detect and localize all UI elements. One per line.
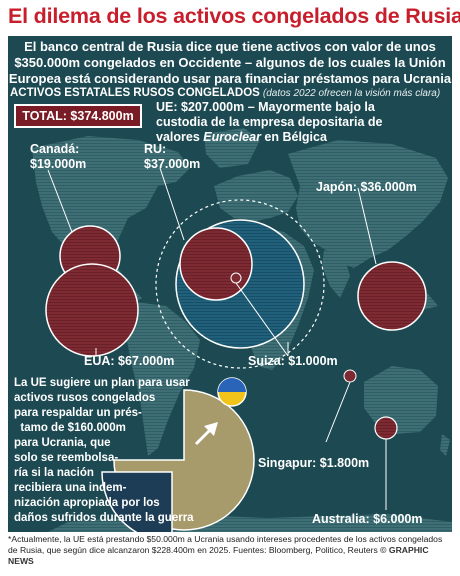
ukraine-flag-icon: [217, 377, 247, 407]
arrow-icon: [194, 422, 218, 446]
footer-note: *Actualmente, la UE está prestando $50.0…: [8, 534, 443, 555]
canada-label-2: $19.000m: [30, 157, 87, 171]
australia-bubble: [374, 416, 398, 440]
singapore-label: Singapur: $1.800m: [258, 456, 370, 470]
canada-label-1: Canadá:: [30, 142, 80, 156]
footer: *Actualmente, la UE está prestando $50.0…: [8, 534, 452, 567]
box-line: daños sufridos durante la guerra: [14, 512, 194, 524]
uk-label-2: $37.000m: [144, 157, 201, 171]
box-line: activos rusos congelados: [14, 392, 156, 404]
pie-slice-loan: [101, 471, 173, 532]
footer-credit: © GRAPHIC NEWS: [8, 545, 429, 566]
canada-label: Canadá: $19.000m: [30, 142, 86, 172]
japan-label: Japón: $36.000m: [316, 180, 417, 194]
intro-text: El banco central de Rusia dice que tiene…: [8, 39, 452, 86]
headline: El dilema de los activos congelados de R…: [8, 4, 460, 28]
uk-bubble: [179, 227, 253, 301]
box-line: ría si la nación: [14, 467, 94, 479]
uk-label-1: RU:: [144, 142, 167, 156]
japan-bubble: [357, 261, 427, 331]
singapore-bubble: [343, 369, 357, 383]
box-line: para respaldar un prés-: [14, 407, 142, 419]
eu-line-2: custodia de la empresa depositaria de: [156, 115, 383, 129]
eu-plan-text: La UE sugiere un plan para usar activos …: [14, 376, 240, 526]
box-line: recibiera una indem-: [14, 482, 127, 494]
box-line: La UE sugiere un plan para usar: [14, 377, 190, 389]
box-line: para Ucrania, que: [14, 437, 111, 449]
eu-line-3-pre: valores: [156, 130, 204, 144]
box-line: solo se reembolsa-: [14, 452, 119, 464]
map-panel: [8, 36, 452, 532]
world-map: [32, 128, 452, 532]
total-badge: TOTAL: $374.800m: [14, 104, 142, 128]
eu-dashed-ring: [155, 199, 325, 369]
uk-label: RU: $37.000m: [144, 142, 200, 172]
subhead: ACTIVOS ESTATALES RUSOS CONGELADOS (dato…: [10, 87, 450, 99]
euroclear-name: Euroclear: [203, 130, 261, 144]
subhead-label: ACTIVOS ESTATALES RUSOS CONGELADOS: [10, 87, 260, 99]
subhead-note: (datos 2022 ofrecen la visión más clara): [262, 88, 441, 99]
switzerland-bubble: [230, 272, 242, 284]
footer-sources: Fuentes: Bloomberg, Politico, Reuters: [233, 545, 378, 555]
eu-line-3-post: en Bélgica: [260, 130, 327, 144]
eu-line-1: UE: $207.000m – Mayormente bajo la: [156, 100, 375, 114]
usa-label: EUA: $67.000m: [84, 354, 175, 368]
box-line: nización apropiada por los: [14, 497, 160, 509]
australia-label: Australia: $6.000m: [312, 512, 423, 526]
switzerland-label: Suiza: $1.000m: [248, 354, 338, 368]
usa-bubble: [45, 263, 139, 357]
leader-lines: [47, 167, 387, 510]
box-line: tamo de $160.000m: [14, 422, 126, 434]
eu-label: UE: $207.000m – Mayormente bajo la custo…: [156, 100, 456, 145]
